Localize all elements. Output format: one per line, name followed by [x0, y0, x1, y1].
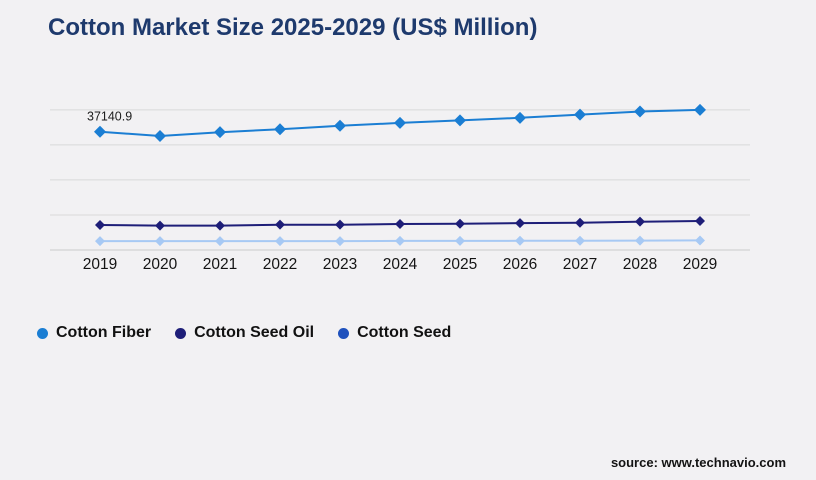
data-point-marker — [395, 235, 405, 246]
x-axis-tick-label: 2021 — [203, 256, 237, 273]
x-axis-tick-label: 2026 — [503, 256, 537, 273]
data-point-marker — [275, 236, 285, 247]
data-point-marker — [514, 111, 526, 124]
x-axis-tick-label: 2029 — [683, 256, 717, 273]
source-attribution: source: www.technavio.com — [610, 455, 786, 470]
data-point-marker — [515, 235, 525, 246]
data-point-marker — [455, 218, 465, 229]
legend-marker-icon — [37, 327, 48, 339]
data-point-marker — [634, 105, 646, 118]
data-point-marker — [215, 236, 225, 247]
x-axis-tick-label: 2025 — [443, 256, 477, 273]
data-point-marker — [515, 218, 525, 229]
legend-label: Cotton Seed Oil — [194, 324, 315, 341]
legend-label: Cotton Fiber — [56, 324, 152, 341]
x-axis-tick-label: 2019 — [83, 256, 117, 273]
data-point-marker — [635, 235, 645, 246]
line-chart: 2019 2020 2021 2022 2023 2024 2025 2026 2027 2028… — [50, 103, 750, 273]
legend-item-cotton-fiber: Cotton Fiber — [37, 324, 151, 342]
data-point-marker — [274, 123, 286, 136]
data-point-marker — [95, 220, 105, 230]
data-point-marker — [335, 219, 345, 230]
data-point-marker — [575, 217, 585, 228]
data-point-marker — [455, 235, 465, 246]
data-point-marker — [215, 220, 225, 231]
legend-marker-icon — [338, 327, 350, 339]
data-point-marker — [394, 116, 406, 129]
chart-title: Cotton Market Size 2025-2029 (US$ Millio… — [48, 14, 538, 41]
data-point-marker — [574, 108, 586, 121]
data-point-marker — [214, 126, 226, 139]
data-point-marker — [155, 236, 165, 247]
data-point-marker — [154, 129, 166, 142]
x-axis-tick-label: 2027 — [563, 256, 597, 273]
data-point-marker — [335, 236, 345, 247]
data-point-marker — [275, 219, 285, 230]
data-point-marker — [695, 216, 705, 227]
data-point-marker — [454, 114, 466, 127]
data-point-marker — [94, 125, 106, 138]
data-point-marker — [575, 235, 585, 246]
legend-label: Cotton Seed — [357, 324, 452, 341]
data-point-label: 37140.9 — [87, 110, 132, 124]
data-point-marker — [334, 119, 346, 132]
data-point-marker — [155, 220, 165, 231]
x-axis-tick-label: 2028 — [623, 256, 657, 273]
legend-marker-icon — [175, 327, 187, 339]
data-point-marker — [635, 216, 645, 227]
x-axis-tick-label: 2024 — [383, 256, 418, 273]
data-point-marker — [395, 219, 405, 230]
legend-item-cotton-seed: Cotton Seed — [338, 324, 451, 342]
x-axis-tick-label: 2022 — [263, 256, 297, 273]
legend-item-cotton-seed-oil: Cotton Seed Oil — [175, 324, 314, 342]
data-point-marker — [695, 235, 705, 246]
data-point-marker — [95, 236, 105, 247]
x-axis-tick-label: 2023 — [323, 256, 357, 273]
chart-legend: Cotton Fiber Cotton Seed Oil Cotton Seed — [37, 324, 451, 342]
data-point-marker — [694, 103, 706, 116]
x-axis-tick-label: 2020 — [143, 256, 178, 273]
